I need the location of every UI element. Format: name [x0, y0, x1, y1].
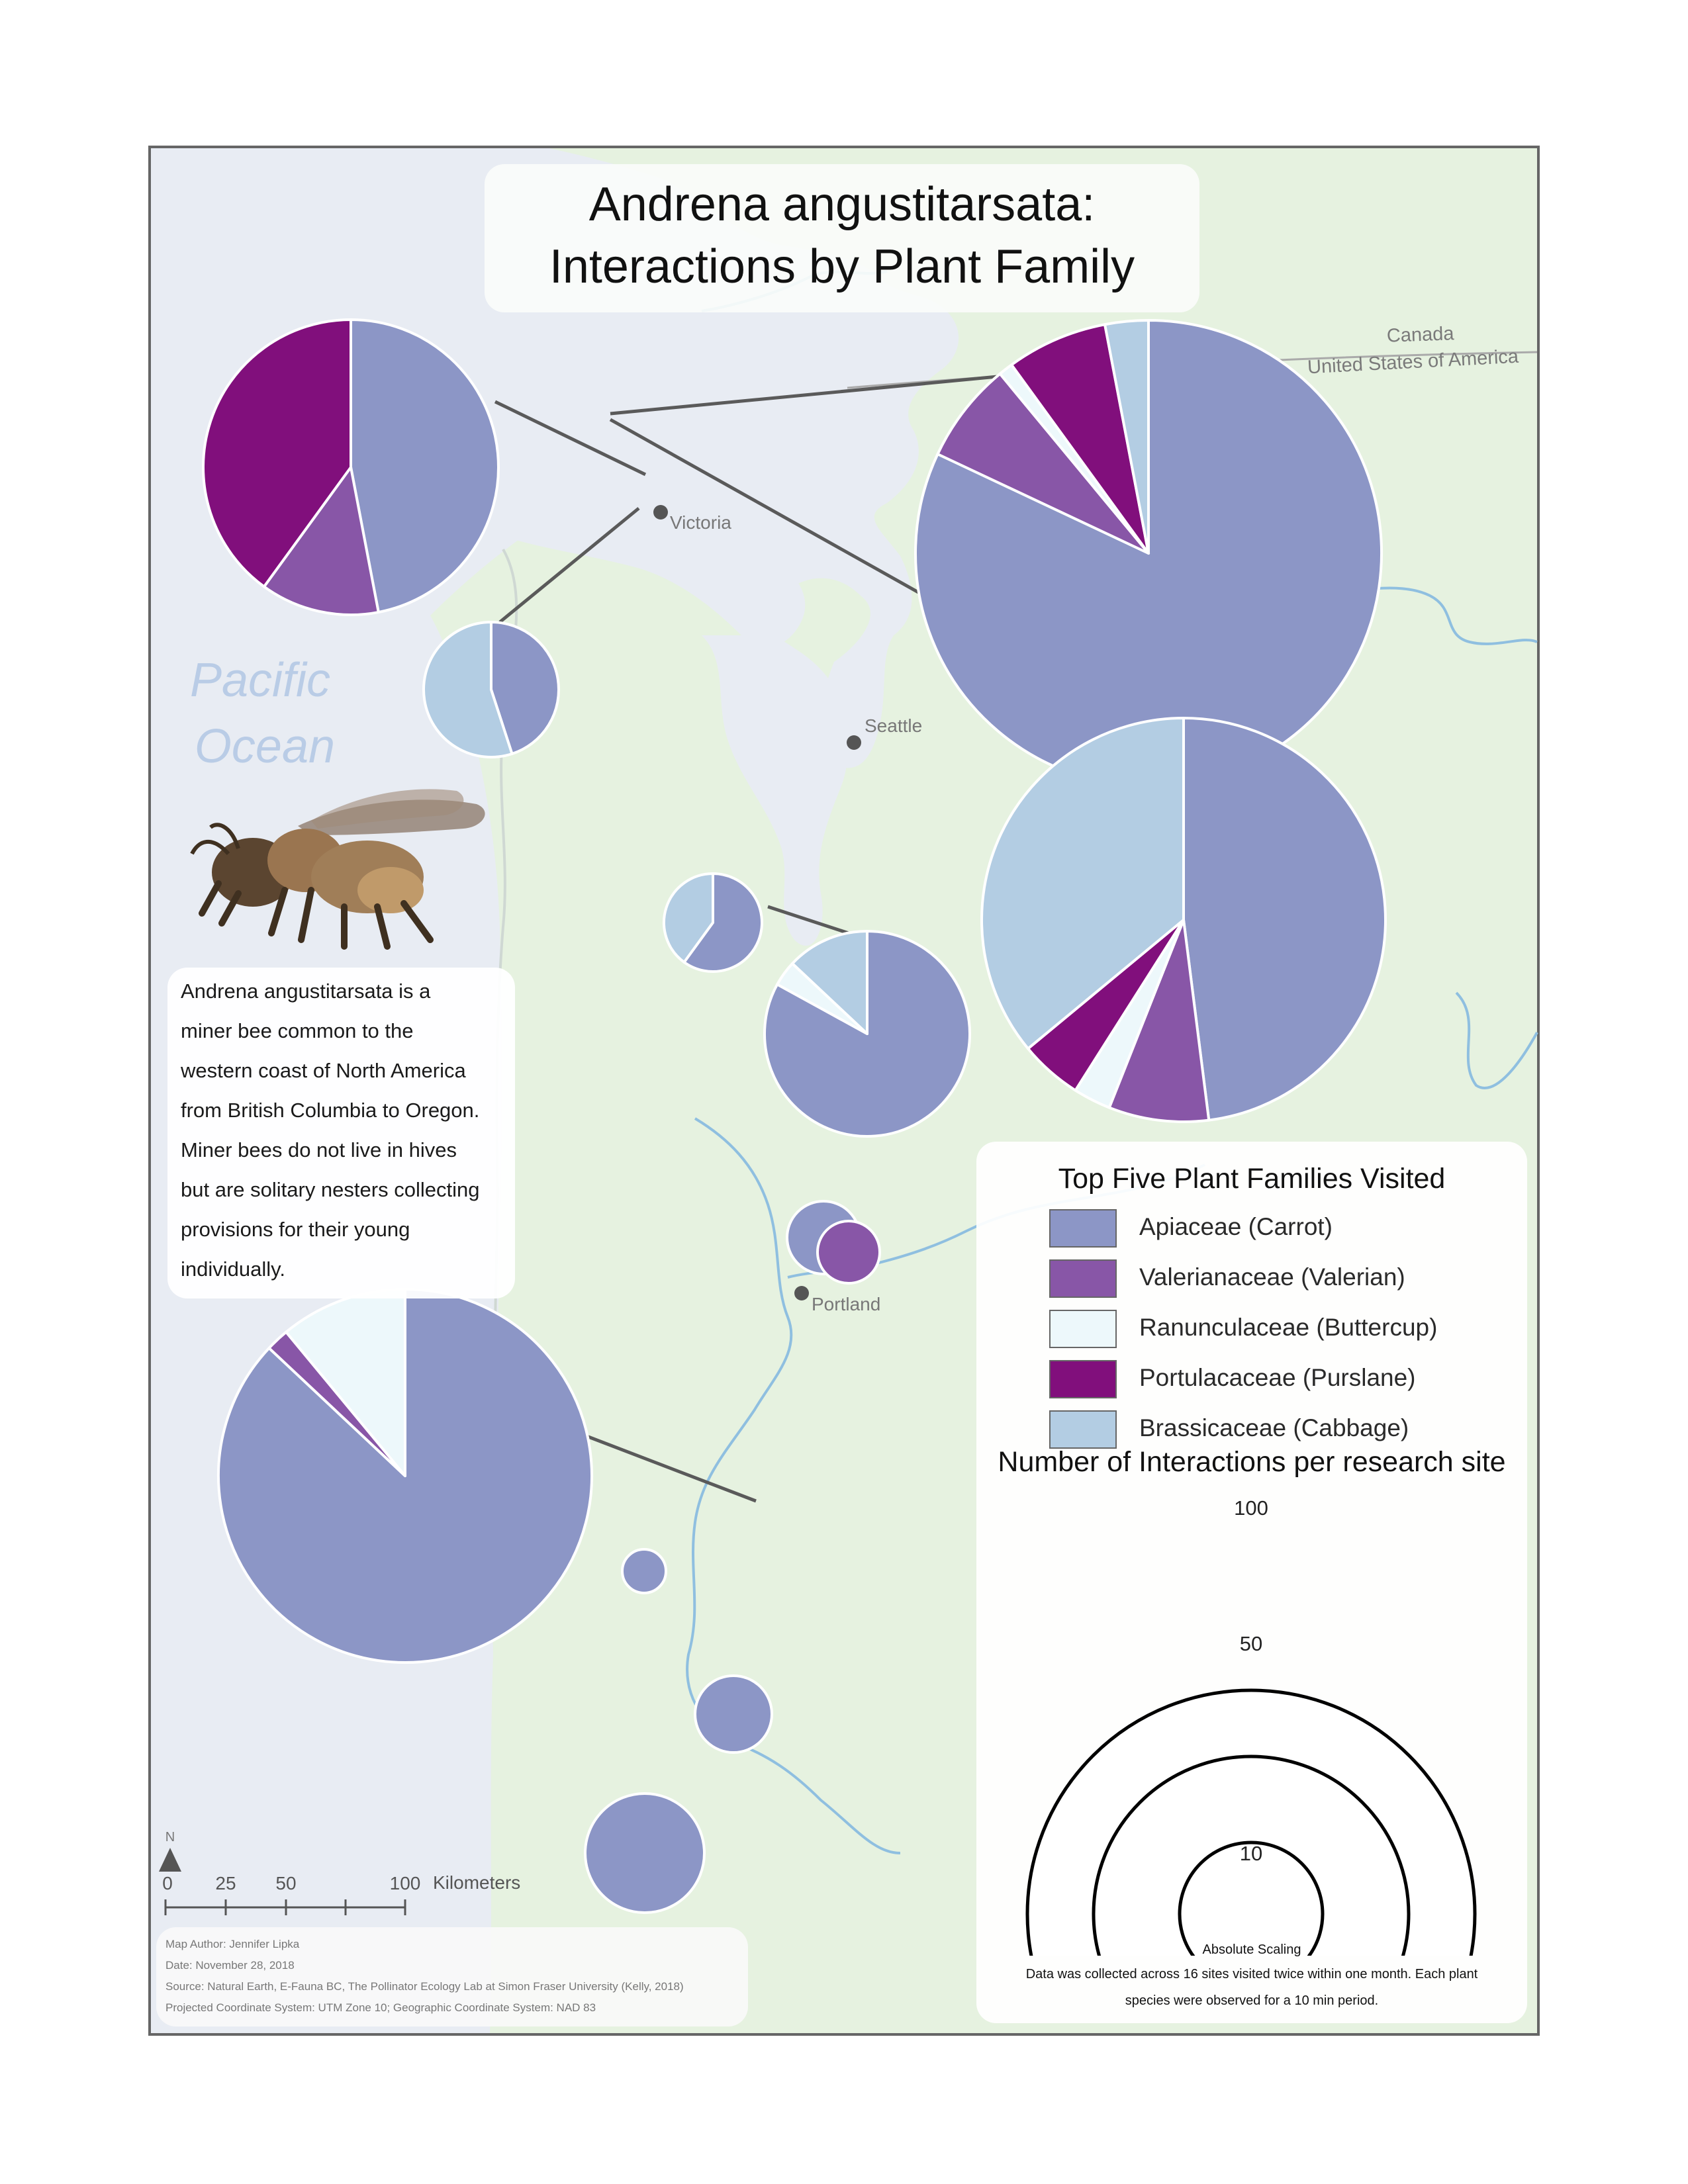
pie-slice [262, 466, 380, 616]
description-line: but are solitary nesters collecting [181, 1178, 480, 1201]
puget-sound [702, 635, 848, 946]
scale-bar: 0 25 50 100 [162, 1873, 420, 1915]
title-panel: Andrena angustitarsata: Interactions by … [485, 164, 1199, 312]
legend-label: Ranunculaceae (Buttercup) [1139, 1314, 1438, 1341]
pie-slice [584, 1792, 706, 1914]
city-dot [847, 735, 861, 750]
pie-slice [816, 1220, 881, 1285]
credit-date: Date: November 28, 2018 [165, 1959, 295, 1972]
city-dot [794, 1286, 809, 1300]
pie-chart [914, 319, 1383, 788]
map-title-line-1: Andrena angustitarsata: [588, 178, 1096, 231]
pie-chart [422, 621, 560, 758]
description-line: Miner bees do not live in hives [181, 1138, 457, 1161]
north-arrow: N [159, 1830, 181, 1872]
description-line: Andrena angustitarsata is a [181, 979, 431, 1003]
legend-label: Brassicaceae (Cabbage) [1139, 1414, 1409, 1441]
scale-tick-label: 50 [275, 1873, 296, 1893]
size-label-100: 100 [1234, 1496, 1268, 1520]
scaling-note: Absolute Scaling [1202, 1942, 1301, 1957]
pie-slice [1010, 323, 1150, 555]
river-e [1455, 991, 1538, 1089]
juan-de-fuca-strait [483, 484, 806, 647]
pie-chart [584, 1792, 706, 1914]
city-layer: Victoria Seattle Portland [653, 505, 922, 1314]
leader-line [498, 507, 640, 623]
size-label-10: 10 [1240, 1842, 1262, 1865]
pie-slice [621, 1548, 667, 1594]
city-label: Victoria [670, 512, 731, 533]
pie-chart [980, 717, 1387, 1123]
size-legend-circles: 100 50 10 [1025, 1496, 1477, 1956]
pie-slice [202, 318, 352, 588]
leader-line [610, 373, 1012, 416]
country-label-canada: Canada [1386, 323, 1455, 347]
data-note: species were observed for a 10 min perio… [1125, 1993, 1379, 2008]
pie-slice [422, 621, 514, 758]
legend-title: Top Five Plant Families Visited [1058, 1163, 1446, 1195]
svg-text:N: N [165, 1830, 175, 1844]
legend-panel: Top Five Plant Families Visited Apiaceae… [976, 1142, 1527, 2023]
pie-chart [621, 1548, 667, 1594]
size-legend-title: Number of Interactions per research site [998, 1446, 1506, 1478]
credit-source: Source: Natural Earth, E-Fauna BC, The P… [165, 1980, 684, 1993]
city-label: Portland [812, 1294, 880, 1314]
size-circle-10 [1178, 1841, 1325, 1956]
credits-panel: Map Author: Jennifer Lipka Date: Novembe… [156, 1927, 748, 2026]
legend-swatch [1049, 1259, 1117, 1298]
leader-line [767, 905, 849, 935]
description-line: miner bee common to the [181, 1019, 414, 1042]
pie-slice [682, 872, 763, 973]
credit-author: Map Author: Jennifer Lipka [165, 1938, 300, 1950]
pie-slice [1182, 717, 1387, 1122]
pie-slice [1103, 319, 1150, 555]
pie-chart [816, 1220, 881, 1285]
pie-slice [791, 930, 868, 1035]
city-dot [653, 505, 668, 520]
description-panel: Andrena angustitarsata is a miner bee co… [167, 968, 515, 1298]
leader-line [569, 1428, 757, 1503]
data-note: Data was collected across 16 sites visit… [1025, 1967, 1478, 1981]
description-line: from British Columbia to Oregon. [181, 1099, 480, 1122]
scale-tick-label: 100 [390, 1873, 421, 1893]
city-label: Seattle [865, 715, 922, 736]
ocean-label: Pacific [190, 654, 330, 707]
legend-swatch [1049, 1209, 1117, 1248]
pie-slice [490, 621, 560, 756]
legend-label: Portulacaceae (Purslane) [1139, 1364, 1416, 1391]
pie-chart [663, 872, 763, 973]
size-label-50: 50 [1240, 1632, 1262, 1655]
scale-tick-label: 25 [215, 1873, 236, 1893]
pie-chart [217, 1288, 593, 1664]
legend-swatch [1049, 1360, 1117, 1398]
pie-slice [663, 872, 714, 964]
scale-tick-label: 0 [162, 1873, 173, 1893]
legend-label: Apiaceae (Carrot) [1139, 1213, 1333, 1240]
pie-slice [936, 372, 1150, 555]
legend-label: Valerianaceae (Valerian) [1139, 1263, 1405, 1291]
description-line: provisions for their young [181, 1218, 410, 1241]
pie-slice [1107, 919, 1211, 1123]
credit-projection: Projected Coordinate System: UTM Zone 10… [165, 2001, 596, 2014]
pie-slice [980, 717, 1185, 1050]
legend-swatch [1049, 1410, 1117, 1449]
pie-layer [202, 318, 1387, 1914]
map-title-line-2: Interactions by Plant Family [549, 240, 1135, 293]
pie-chart [202, 318, 500, 616]
leader-line [494, 400, 647, 477]
description-line: individually. [181, 1257, 285, 1281]
pie-slice [694, 1674, 773, 1754]
pie-slice [350, 318, 500, 614]
scale-unit-label: Kilometers [433, 1872, 520, 1893]
willamette-river [686, 1117, 901, 1854]
pie-chart [763, 930, 971, 1138]
legend-swatch [1049, 1310, 1117, 1348]
description-line: western coast of North America [181, 1059, 466, 1082]
ocean-label: Ocean [195, 720, 335, 773]
pie-chart [694, 1674, 773, 1754]
bee-image [190, 789, 485, 950]
